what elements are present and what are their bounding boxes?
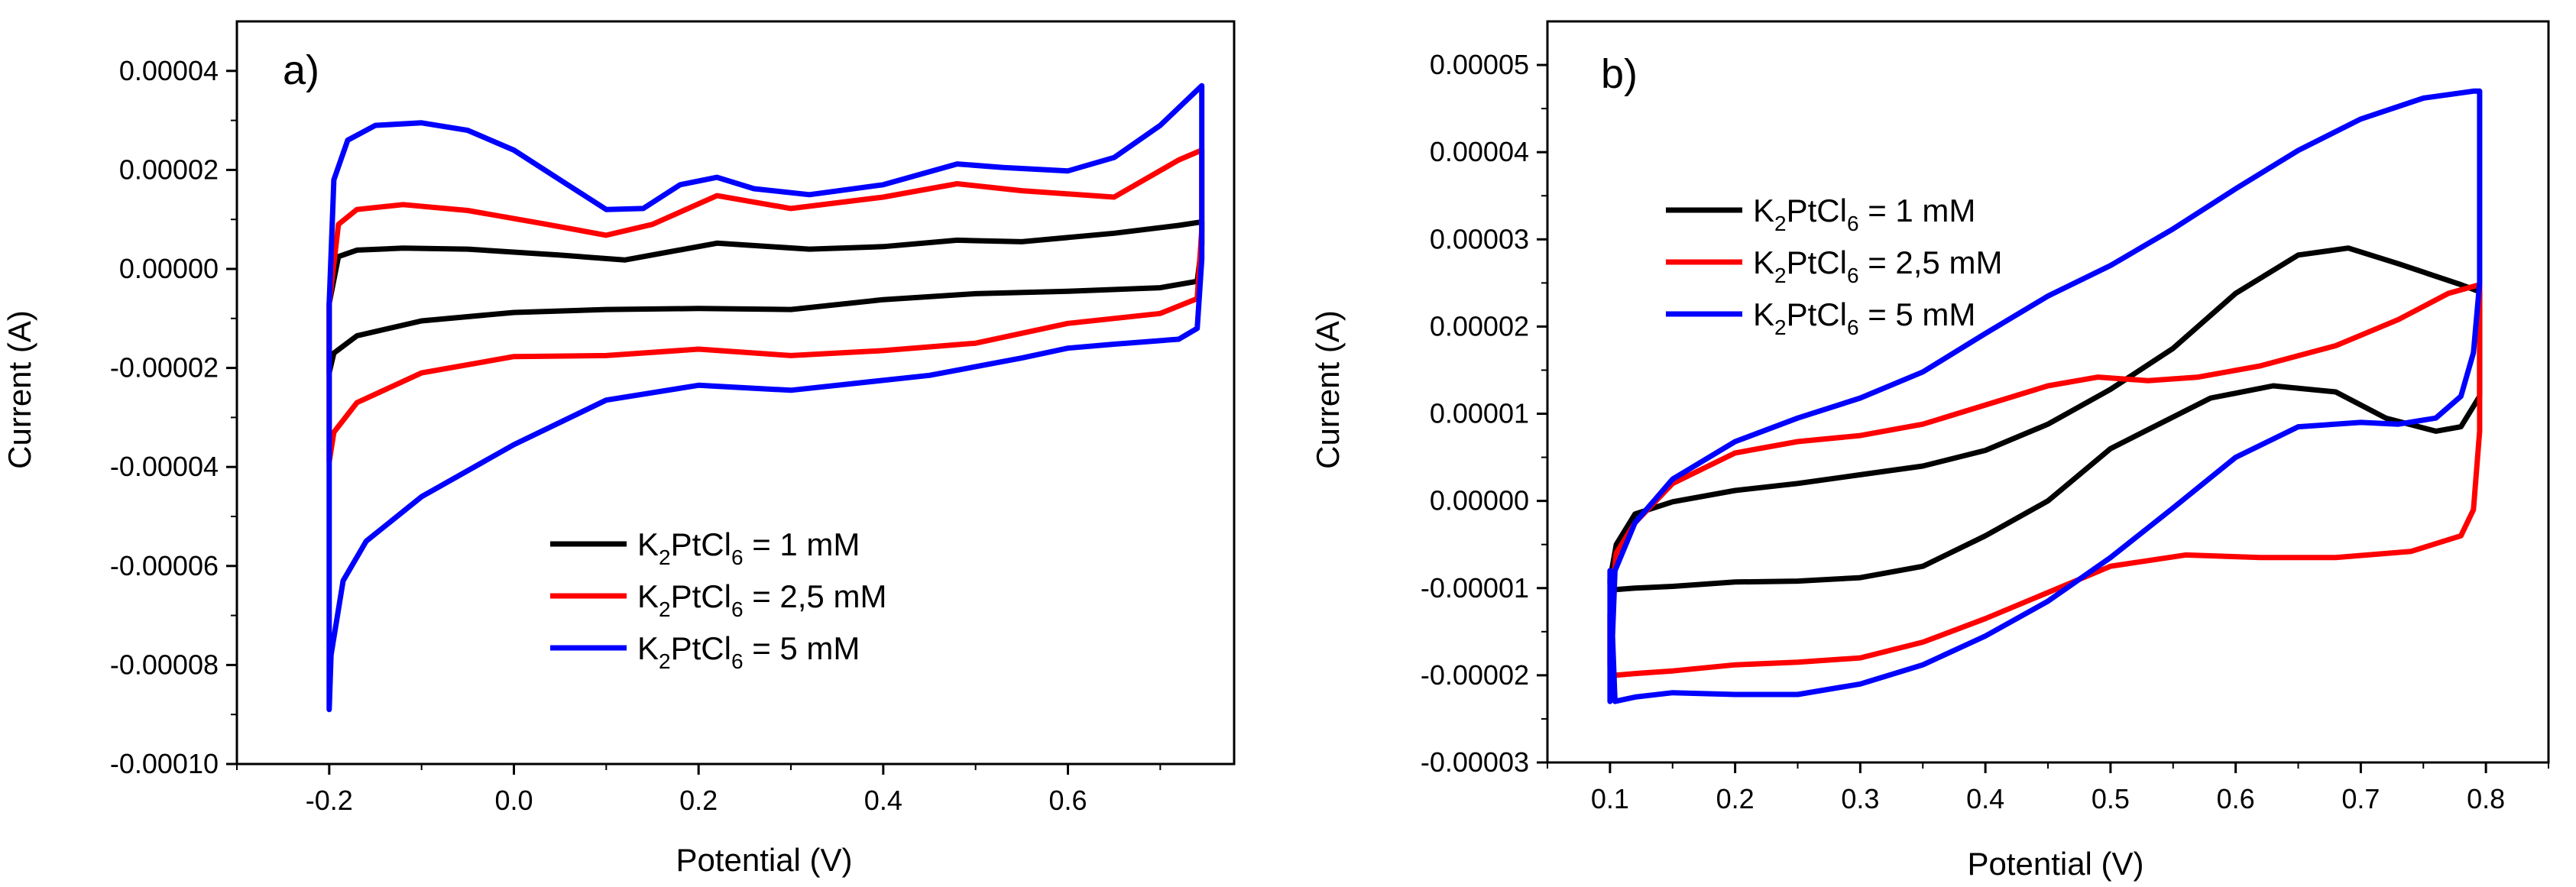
chart-b-series-3-line — [1607, 88, 2483, 704]
chart-b-x-tick-label: 0.7 — [2341, 783, 2380, 814]
chart-b-x-tick-label: 0.6 — [2217, 783, 2255, 814]
chart-a-frame — [235, 20, 1236, 766]
chart-b-y-tick-label: -0.00002 — [1421, 659, 1529, 691]
chart-b-x-tick-label: 0.1 — [1591, 783, 1629, 814]
chart-b-legend-label-3: K2PtCl6 = 5 mM — [1753, 296, 1975, 339]
chart-a-x-axis: -0.2 0.0 0.2 0.4 0.6 — [236, 764, 1162, 816]
chart-a-x-tick-label: 0.4 — [864, 785, 902, 816]
chart-a-legend-label-1: K2PtCl6 = 1 mM — [637, 526, 860, 569]
chart-a-y-tick-label: 0.00004 — [119, 55, 219, 86]
chart-a: -0.00010 -0.00008 -0.00006 -0.00004 -0.00002… — [2, 20, 1236, 878]
chart-a-y-tick-label: -0.00004 — [110, 451, 219, 482]
chart-b-legend-label-1: K2PtCl6 = 1 mM — [1753, 193, 1975, 235]
chart-b-series-2-line — [1607, 282, 2483, 678]
chart-b-y-tick-label: -0.00003 — [1421, 746, 1529, 778]
chart-a-x-axis-label: Potential (V) — [676, 842, 852, 878]
chart-b-y-tick-label: 0.00004 — [1430, 136, 1529, 167]
chart-a-x-tick-label: 0.6 — [1048, 785, 1087, 816]
chart-a-series-3-line — [326, 83, 1205, 713]
chart-a-y-tick-label: -0.00010 — [110, 748, 219, 779]
chart-a-x-tick-label: 0.2 — [679, 785, 718, 816]
chart-b-x-tick-label: 0.5 — [2092, 783, 2130, 814]
chart-a-legend-label-3: K2PtCl6 = 5 mM — [637, 630, 860, 673]
chart-a-series — [326, 83, 1205, 713]
chart-b-legend: K2PtCl6 = 1 mM K2PtCl6 = 2,5 mM K2PtCl6 = … — [1666, 193, 2002, 339]
chart-b-y-tick-label: 0.00001 — [1430, 398, 1529, 429]
chart-a-y-tick-label: -0.00002 — [110, 352, 219, 384]
chart-b-series — [1607, 88, 2483, 704]
chart-a-legend-label-2: K2PtCl6 = 2,5 mM — [637, 578, 886, 621]
chart-b-y-axis: -0.00003 -0.00002 -0.00001 0.00000 0.00001 0.… — [1421, 49, 1547, 778]
chart-a-x-tick-label: 0.0 — [494, 785, 533, 816]
chart-b-y-axis-label: Current (A) — [1310, 310, 1346, 469]
chart-a-y-tick-label: 0.00002 — [119, 154, 219, 185]
chart-b-legend-label-2: K2PtCl6 = 2,5 mM — [1753, 244, 2002, 287]
chart-b-y-tick-label: 0.00002 — [1430, 310, 1529, 342]
chart-a-y-axis: -0.00010 -0.00008 -0.00006 -0.00004 -0.00002… — [110, 55, 237, 779]
chart-a-panel-label: a) — [283, 47, 319, 93]
chart-b-x-tick-label: 0.2 — [1716, 783, 1755, 814]
chart-b-y-tick-label: -0.00001 — [1421, 572, 1529, 604]
chart-b: -0.00003 -0.00002 -0.00001 0.00000 0.00001 0.… — [1310, 20, 2550, 882]
chart-b-y-tick-label: 0.00005 — [1430, 49, 1529, 80]
chart-b-x-axis-label: Potential (V) — [1967, 846, 2143, 882]
chart-b-x-tick-label: 0.4 — [1966, 783, 2004, 814]
chart-b-panel-label: b) — [1601, 51, 1638, 97]
chart-b-x-tick-label: 0.3 — [1841, 783, 1879, 814]
chart-b-y-tick-label: 0.00000 — [1430, 485, 1529, 516]
chart-b-frame — [1546, 20, 2550, 764]
chart-b-y-tick-label: 0.00003 — [1430, 223, 1529, 254]
chart-a-y-tick-label: -0.00008 — [110, 649, 219, 680]
chart-b-x-axis: 0.1 0.2 0.3 0.4 0.5 0.6 0.7 0.8 — [1547, 762, 2549, 814]
chart-a-x-tick-label: -0.2 — [306, 785, 353, 816]
chart-a-y-axis-label: Current (A) — [2, 310, 37, 469]
chart-b-x-tick-label: 0.8 — [2467, 783, 2505, 814]
chart-a-legend: K2PtCl6 = 1 mM K2PtCl6 = 2,5 mM K2PtCl6 = … — [550, 526, 886, 673]
chart-a-series-2-line — [326, 147, 1205, 465]
chart-a-y-tick-label: 0.00000 — [119, 253, 219, 284]
chart-a-y-tick-label: -0.00006 — [110, 550, 219, 581]
